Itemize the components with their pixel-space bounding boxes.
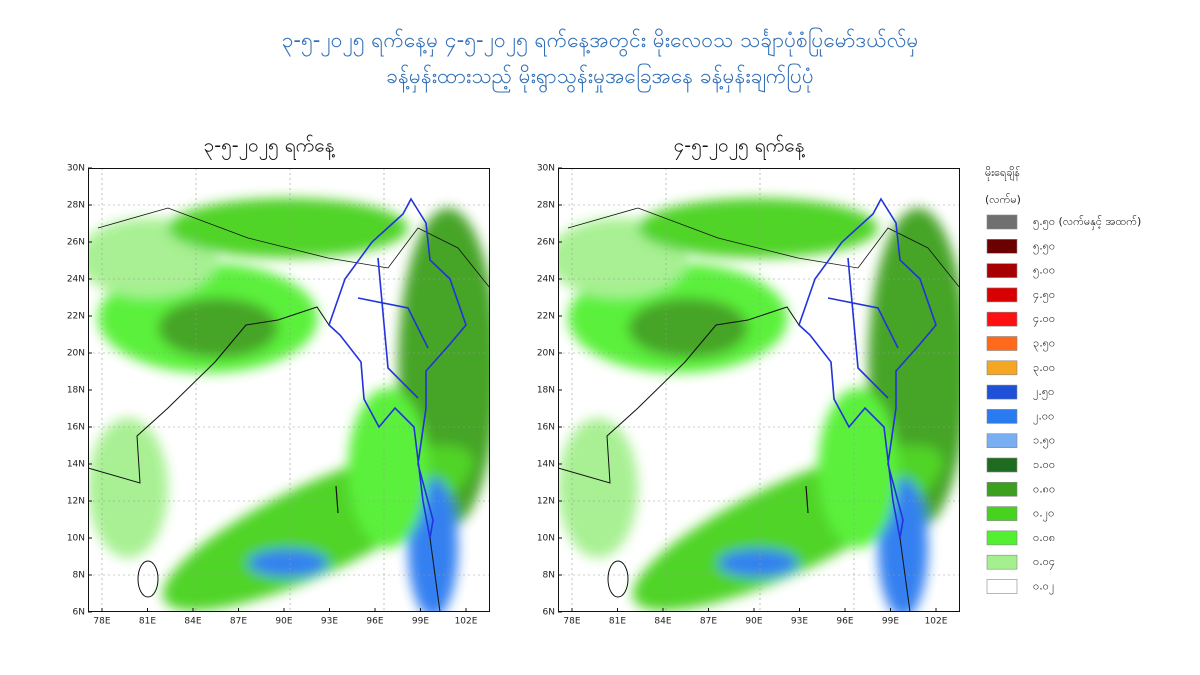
x-tick-label: 96E [366, 617, 383, 627]
y-tick-label: 18N [537, 386, 555, 396]
legend-swatch [986, 481, 1018, 497]
legend-label: ၁.၀၀ [1033, 458, 1055, 471]
y-tick-label: 12N [537, 497, 555, 507]
y-tick-label: 26N [67, 238, 85, 248]
y-tick-label: 26N [537, 238, 555, 248]
legend-swatch [986, 263, 1018, 278]
x-tick-label: 99E [882, 617, 899, 627]
x-tick-label: 78E [563, 617, 580, 627]
x-tick-label: 81E [609, 617, 626, 627]
y-tick-label: 14N [67, 460, 85, 470]
legend-swatch [986, 360, 1018, 376]
y-tick-label: 20N [537, 349, 555, 359]
legend-label: ၀.၂၀ [1033, 507, 1054, 522]
x-tick-label: 78E [93, 617, 110, 627]
legend-label: ၀.၀၈ [1033, 531, 1055, 544]
legend-label: ၃.၅၀ [1033, 337, 1055, 352]
y-tick-label: 12N [67, 497, 85, 507]
x-tick-label: 99E [412, 617, 429, 627]
legend-swatch [986, 409, 1018, 424]
x-tick-label: 93E [321, 617, 338, 627]
y-tick-label: 8N [73, 571, 85, 581]
legend-label: ၀.၈၀ [1033, 482, 1055, 495]
x-tick-label: 87E [700, 617, 717, 627]
x-tick-label: 81E [139, 617, 156, 627]
y-tick-label: 22N [67, 312, 85, 322]
header: ၃-၅-၂၀၂၅ ရက်နေ့မှ ၄-၅-၂၀၂၅ ရက်နေ့အတွင်း … [0, 22, 1200, 94]
legend-swatch [986, 384, 1018, 400]
y-tick-label: 16N [537, 423, 555, 433]
x-tick-label: 93E [791, 617, 808, 627]
map [548, 168, 968, 641]
y-tick-label: 10N [67, 534, 85, 544]
legend-label: ၄.၀၀ [1033, 312, 1055, 327]
legend-label: ၂.၀၀ [1033, 409, 1054, 424]
x-tick-label: 102E [925, 617, 948, 627]
x-tick-label: 84E [184, 617, 201, 627]
y-tick-label: 24N [537, 275, 555, 285]
y-tick-label: 30N [67, 164, 85, 174]
legend-label: ၄.၅၀ [1033, 288, 1055, 303]
y-tick-label: 6N [73, 608, 85, 618]
title-line: ၃-၅-၂၀၂၅ ရက်နေ့မှ ၄-၅-၂၀၂၅ ရက်နေ့အတွင်း … [281, 28, 919, 52]
x-tick-label: 96E [836, 617, 853, 627]
legend-label: ၁.၅၀ [1033, 434, 1055, 449]
legend-unit: (လက်မ) [985, 193, 1021, 206]
x-tick-label: 87E [230, 617, 247, 627]
legend-swatch [986, 214, 1018, 230]
x-tick-label: 90E [745, 617, 762, 627]
y-tick-label: 18N [67, 386, 85, 396]
legend-swatch [986, 530, 1018, 546]
y-tick-label: 8N [543, 571, 555, 581]
legend-label: ၂.၅၀ [1033, 385, 1054, 400]
legend-label: ၅.၅၀ [1033, 239, 1055, 254]
y-tick-label: 22N [537, 312, 555, 322]
y-tick-label: 20N [67, 349, 85, 359]
legend-swatch [986, 336, 1018, 351]
y-tick-label: 28N [537, 201, 555, 211]
legend-title: မိုးရေချိန် [985, 166, 1020, 181]
legend-label: ၅.၀၀ [1033, 264, 1055, 279]
legend-swatch [986, 554, 1018, 570]
legend-label: ၃.၀၀ [1033, 361, 1055, 376]
y-tick-label: 30N [537, 164, 555, 174]
legend-swatch [986, 311, 1018, 327]
y-tick-label: 6N [543, 608, 555, 618]
x-tick-label: 90E [275, 617, 292, 627]
y-tick-label: 28N [67, 201, 85, 211]
title-line: ခန့်မှန်းထားသည့် မိုးရွာသွန်းမှုအခြေအနေ … [386, 64, 814, 88]
panel-title: ၃-၅-၂၀၂၅ ရက်နေ့ [204, 134, 335, 161]
legend-swatch [986, 506, 1018, 521]
legend-label: ၅.၅၀ (လက်မနှင့် အထက်) [1033, 215, 1141, 230]
legend-label: ၀.၀၂ [1033, 580, 1054, 595]
legend-swatch [986, 433, 1018, 449]
panel-title: ၄-၅-၂၀၂၅ ရက်နေ့ [674, 134, 805, 161]
y-tick-label: 24N [67, 275, 85, 285]
y-tick-label: 16N [67, 423, 85, 433]
legend-swatch [986, 579, 1018, 594]
legend-swatch [986, 457, 1018, 473]
x-tick-label: 84E [654, 617, 671, 627]
y-tick-label: 10N [537, 534, 555, 544]
legend-swatch [986, 287, 1018, 303]
y-tick-label: 14N [537, 460, 555, 470]
legend-swatch [986, 239, 1018, 254]
map [78, 168, 498, 641]
x-tick-label: 102E [455, 617, 478, 627]
legend-label: ၀.၀၄ [1033, 555, 1055, 570]
